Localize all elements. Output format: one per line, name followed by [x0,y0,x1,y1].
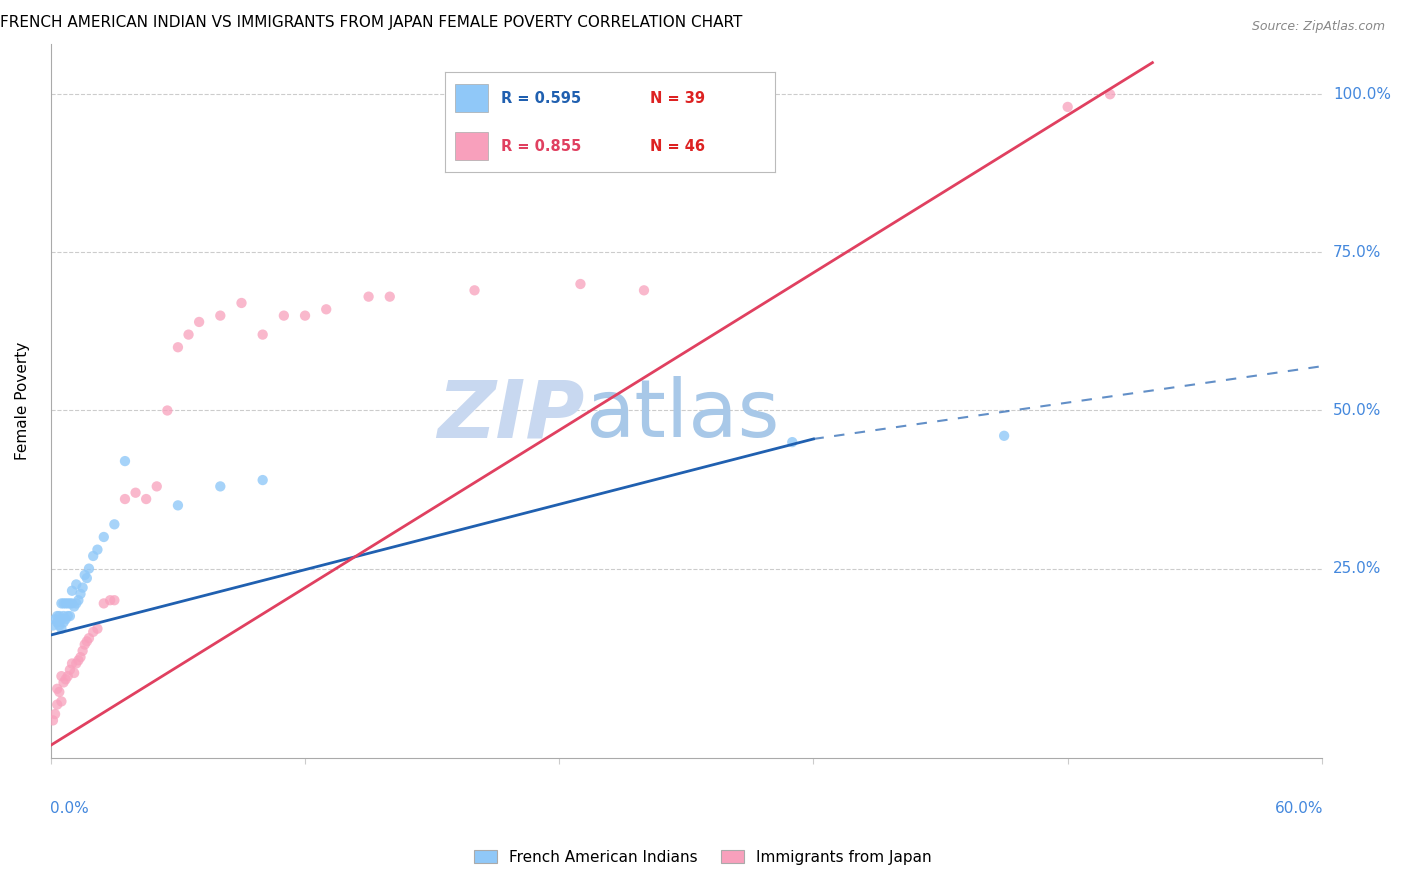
Point [59,596,82,610]
Text: ZIP: ZIP [437,376,585,454]
Point [65,657,87,671]
Point [135,491,157,506]
Point [72,581,94,595]
Point [46,615,69,630]
Point [63,665,86,680]
Point [167,499,190,513]
Point [76,571,98,585]
Point [114,454,136,468]
Point [103,593,125,607]
Text: 75.0%: 75.0% [1333,245,1381,260]
Point [52,609,75,624]
Point [93,596,115,610]
Point [82,624,104,639]
Point [60,657,83,671]
Point [46,698,69,712]
Point [463,283,485,297]
Point [44,612,66,626]
Point [59,609,82,624]
Point [48,685,70,699]
Point [73,568,96,582]
Point [273,309,295,323]
Point [55,596,77,610]
Point [72,644,94,658]
Point [167,340,190,354]
Point [76,634,98,648]
Point [86,542,108,557]
Point [55,612,77,626]
Point [46,681,69,696]
Point [77,631,100,645]
Point [1056,100,1078,114]
Point [378,290,401,304]
Point [252,473,274,487]
Legend: French American Indians, Immigrants from Japan: French American Indians, Immigrants from… [468,844,938,871]
Point [51,694,73,708]
Point [60,596,83,610]
Point [67,653,90,667]
Point [51,612,73,626]
Point [51,669,73,683]
Point [145,479,167,493]
Point [67,593,90,607]
Point [993,429,1015,443]
Point [48,618,70,632]
Point [782,435,804,450]
Point [59,663,82,677]
Point [315,302,337,317]
Text: Source: ZipAtlas.com: Source: ZipAtlas.com [1251,20,1385,33]
Point [51,596,73,610]
Point [55,673,77,687]
Point [156,403,179,417]
Point [73,638,96,652]
Point [209,309,232,323]
Text: 0.0%: 0.0% [49,801,89,816]
Point [98,593,121,607]
Text: 60.0%: 60.0% [1275,801,1323,816]
Point [82,549,104,563]
Text: 25.0%: 25.0% [1333,561,1381,576]
Text: FRENCH AMERICAN INDIAN VS IMMIGRANTS FROM JAPAN FEMALE POVERTY CORRELATION CHART: FRENCH AMERICAN INDIAN VS IMMIGRANTS FRO… [0,15,742,30]
Text: 100.0%: 100.0% [1333,87,1391,102]
Point [231,296,253,310]
Point [56,609,79,624]
Point [56,596,79,610]
Point [63,599,86,614]
Point [93,530,115,544]
Point [44,707,66,722]
Point [294,309,316,323]
Point [60,583,83,598]
Point [69,650,91,665]
Point [633,283,655,297]
Y-axis label: Female Poverty: Female Poverty [15,342,30,460]
Text: 50.0%: 50.0% [1333,403,1381,418]
Text: atlas: atlas [585,376,779,454]
Point [188,315,211,329]
Point [114,491,136,506]
Point [52,596,75,610]
Point [65,577,87,591]
Point [1099,87,1122,102]
Point [177,327,200,342]
Point [56,669,79,683]
Point [103,517,125,532]
Point [65,596,87,610]
Point [48,609,70,624]
Point [86,622,108,636]
Point [52,675,75,690]
Point [42,618,65,632]
Point [46,609,69,624]
Point [52,615,75,630]
Point [69,587,91,601]
Point [252,327,274,342]
Point [569,277,592,291]
Point [51,622,73,636]
Point [77,561,100,575]
Point [209,479,232,493]
Point [42,714,65,728]
Point [357,290,380,304]
Point [124,485,146,500]
